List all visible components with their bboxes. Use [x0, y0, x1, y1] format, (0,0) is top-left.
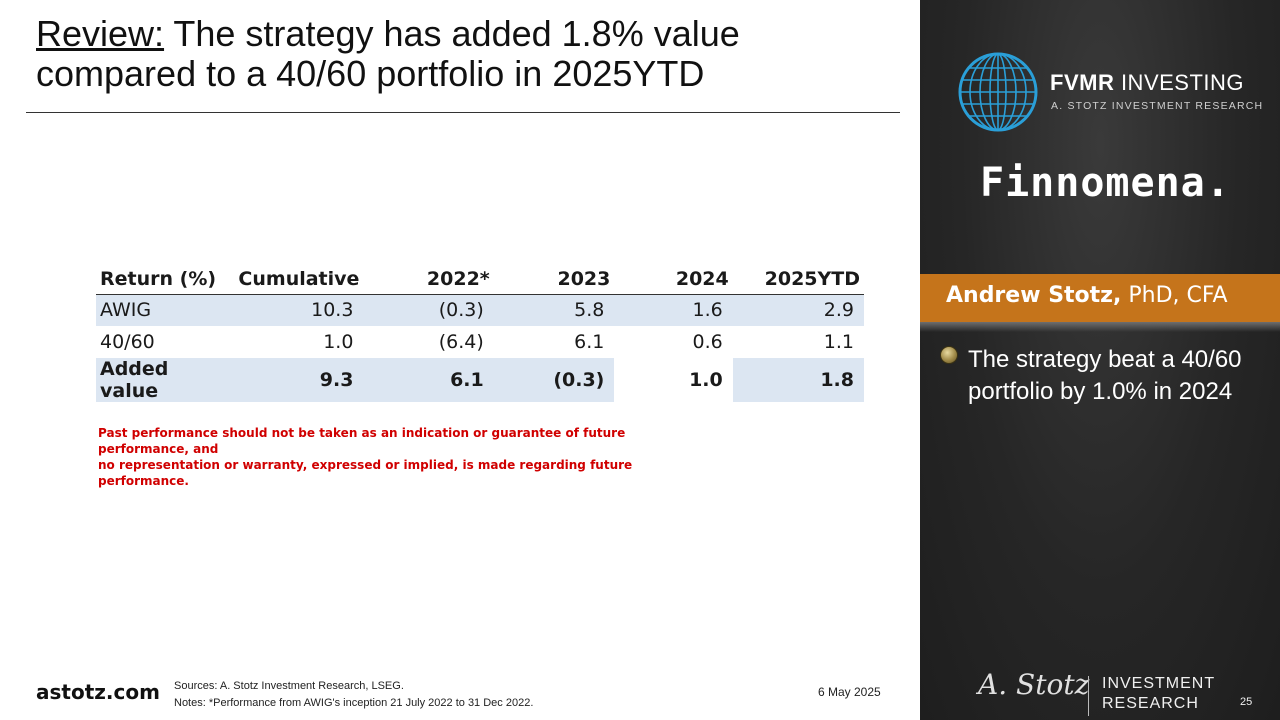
page-number: 25 [1240, 696, 1253, 708]
presenter-banner [920, 274, 1280, 322]
table-cell: 9.3 [234, 358, 364, 402]
globe-icon [958, 52, 1038, 132]
header-2024: 2024 [614, 264, 733, 295]
table-cell: 1.6 [614, 294, 733, 326]
disclaimer: Past performance should not be taken as … [98, 425, 718, 489]
table-row-added-value: Added value 9.3 6.1 (0.3) 1.0 1.8 [96, 358, 864, 402]
investment-research-logo: INVESTMENT RESEARCH [1102, 674, 1215, 714]
bullet-icon [940, 346, 958, 364]
table-cell: (0.3) [363, 294, 494, 326]
signature-logo: A. Stotz [978, 668, 1090, 701]
header-return: Return (%) [96, 264, 235, 295]
slide-content: Review: The strategy has added 1.8% valu… [26, 13, 900, 712]
header-cumulative: Cumulative [234, 264, 364, 295]
footer-sources: Sources: A. Stotz Investment Research, L… [174, 680, 404, 692]
table-row-awig: AWIG 10.3 (0.3) 5.8 1.6 2.9 [96, 294, 864, 326]
row-label: Added value [96, 358, 235, 402]
research-line: RESEARCH [1102, 695, 1199, 712]
table-row-4060: 40/60 1.0 (6.4) 6.1 0.6 1.1 [96, 326, 864, 358]
footer-date: 6 May 2025 [818, 685, 881, 699]
header-2025ytd: 2025YTD [732, 264, 864, 295]
table-cell: 5.8 [493, 294, 615, 326]
table-cell: 6.1 [574, 331, 605, 353]
fvmr-subtitle: A. STOTZ INVESTMENT RESEARCH [1051, 100, 1264, 112]
presenter-credentials: PhD, CFA [1121, 283, 1228, 308]
title-rest: The strategy has added 1.8% value compar… [36, 13, 740, 94]
returns-table-wrap: Return (%) Cumulative 2022* 2023 2024 20… [96, 264, 864, 402]
header-2023: 2023 [493, 264, 615, 295]
row-label: AWIG [96, 294, 235, 326]
disclaimer-line: Past performance should not be taken as … [98, 426, 626, 456]
table-cell: 0.6 [692, 331, 723, 353]
table-cell: 6.1 [363, 358, 494, 402]
banner-shadow [920, 322, 1280, 332]
right-panel: FVMR INVESTING A. STOTZ INVESTMENT RESEA… [920, 0, 1280, 720]
table-cell: 1.8 [732, 358, 864, 402]
table-cell: 1.0 [614, 358, 733, 402]
slide-title: Review: The strategy has added 1.8% valu… [36, 14, 896, 94]
disclaimer-line: no representation or warranty, expressed… [98, 458, 633, 488]
table-cell: 1.1 [823, 331, 854, 353]
table-cell: 10.3 [234, 294, 364, 326]
investment-line: INVESTMENT [1102, 675, 1216, 692]
table-cell: 1.0 [323, 331, 354, 353]
footer-note: Notes: *Performance from AWIG's inceptio… [174, 697, 534, 709]
presenter-name: Andrew Stotz, PhD, CFA [946, 283, 1228, 308]
title-divider [26, 112, 900, 113]
presenter-name-bold: Andrew Stotz, [946, 283, 1122, 308]
signature-divider [1088, 676, 1089, 716]
fvmr-rest: INVESTING [1114, 70, 1245, 95]
table-cell: (6.4) [438, 331, 484, 353]
header-2022: 2022* [363, 264, 494, 295]
title-lead: Review: [36, 13, 165, 54]
table-cell: 2.9 [732, 294, 864, 326]
row-label: 40/60 [100, 331, 155, 353]
table-cell: (0.3) [493, 358, 615, 402]
footer-notes: Sources: A. Stotz Investment Research, L… [174, 678, 533, 712]
finnomena-logo: Finnomena. [980, 160, 1231, 206]
fvmr-logo-text: FVMR INVESTING [1050, 70, 1244, 96]
returns-table: Return (%) Cumulative 2022* 2023 2024 20… [96, 264, 864, 402]
fvmr-bold: FVMR [1050, 70, 1115, 95]
footer-brand-link[interactable]: astotz.com [36, 680, 160, 704]
table-header-row: Return (%) Cumulative 2022* 2023 2024 20… [96, 264, 864, 295]
bullet-text: The strategy beat a 40/60 portfolio by 1… [968, 346, 1242, 405]
